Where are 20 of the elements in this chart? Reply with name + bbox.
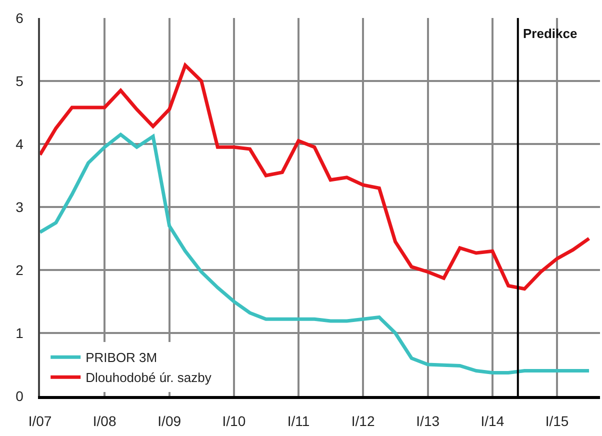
legend-label: PRIBOR 3M: [86, 350, 158, 366]
ref-line-label: Predikce: [523, 26, 578, 41]
y-tick-label: 1: [16, 324, 24, 341]
x-tick-label: I/07: [28, 412, 52, 429]
x-tick-label: I/13: [416, 412, 440, 429]
x-tick-label: I/09: [158, 412, 182, 429]
y-tick-label: 6: [16, 10, 24, 26]
x-tick-label: I/10: [222, 412, 246, 429]
x-tick-label: I/11: [287, 412, 310, 429]
y-tick-label: 4: [16, 136, 24, 152]
x-tick-label: I/08: [92, 412, 116, 429]
y-tick-label: 3: [16, 198, 24, 215]
y-tick-label: 0: [16, 388, 24, 404]
y-tick-label: 2: [16, 262, 24, 278]
x-tick-label: I/12: [351, 412, 375, 429]
line-series: [40, 64, 591, 291]
x-tick-label: I/14: [480, 412, 504, 429]
x-tick-label: I/15: [545, 412, 569, 429]
y-tick-label: 5: [16, 72, 24, 89]
legend-label: Dlouhodobé úr. sazby: [86, 370, 212, 386]
